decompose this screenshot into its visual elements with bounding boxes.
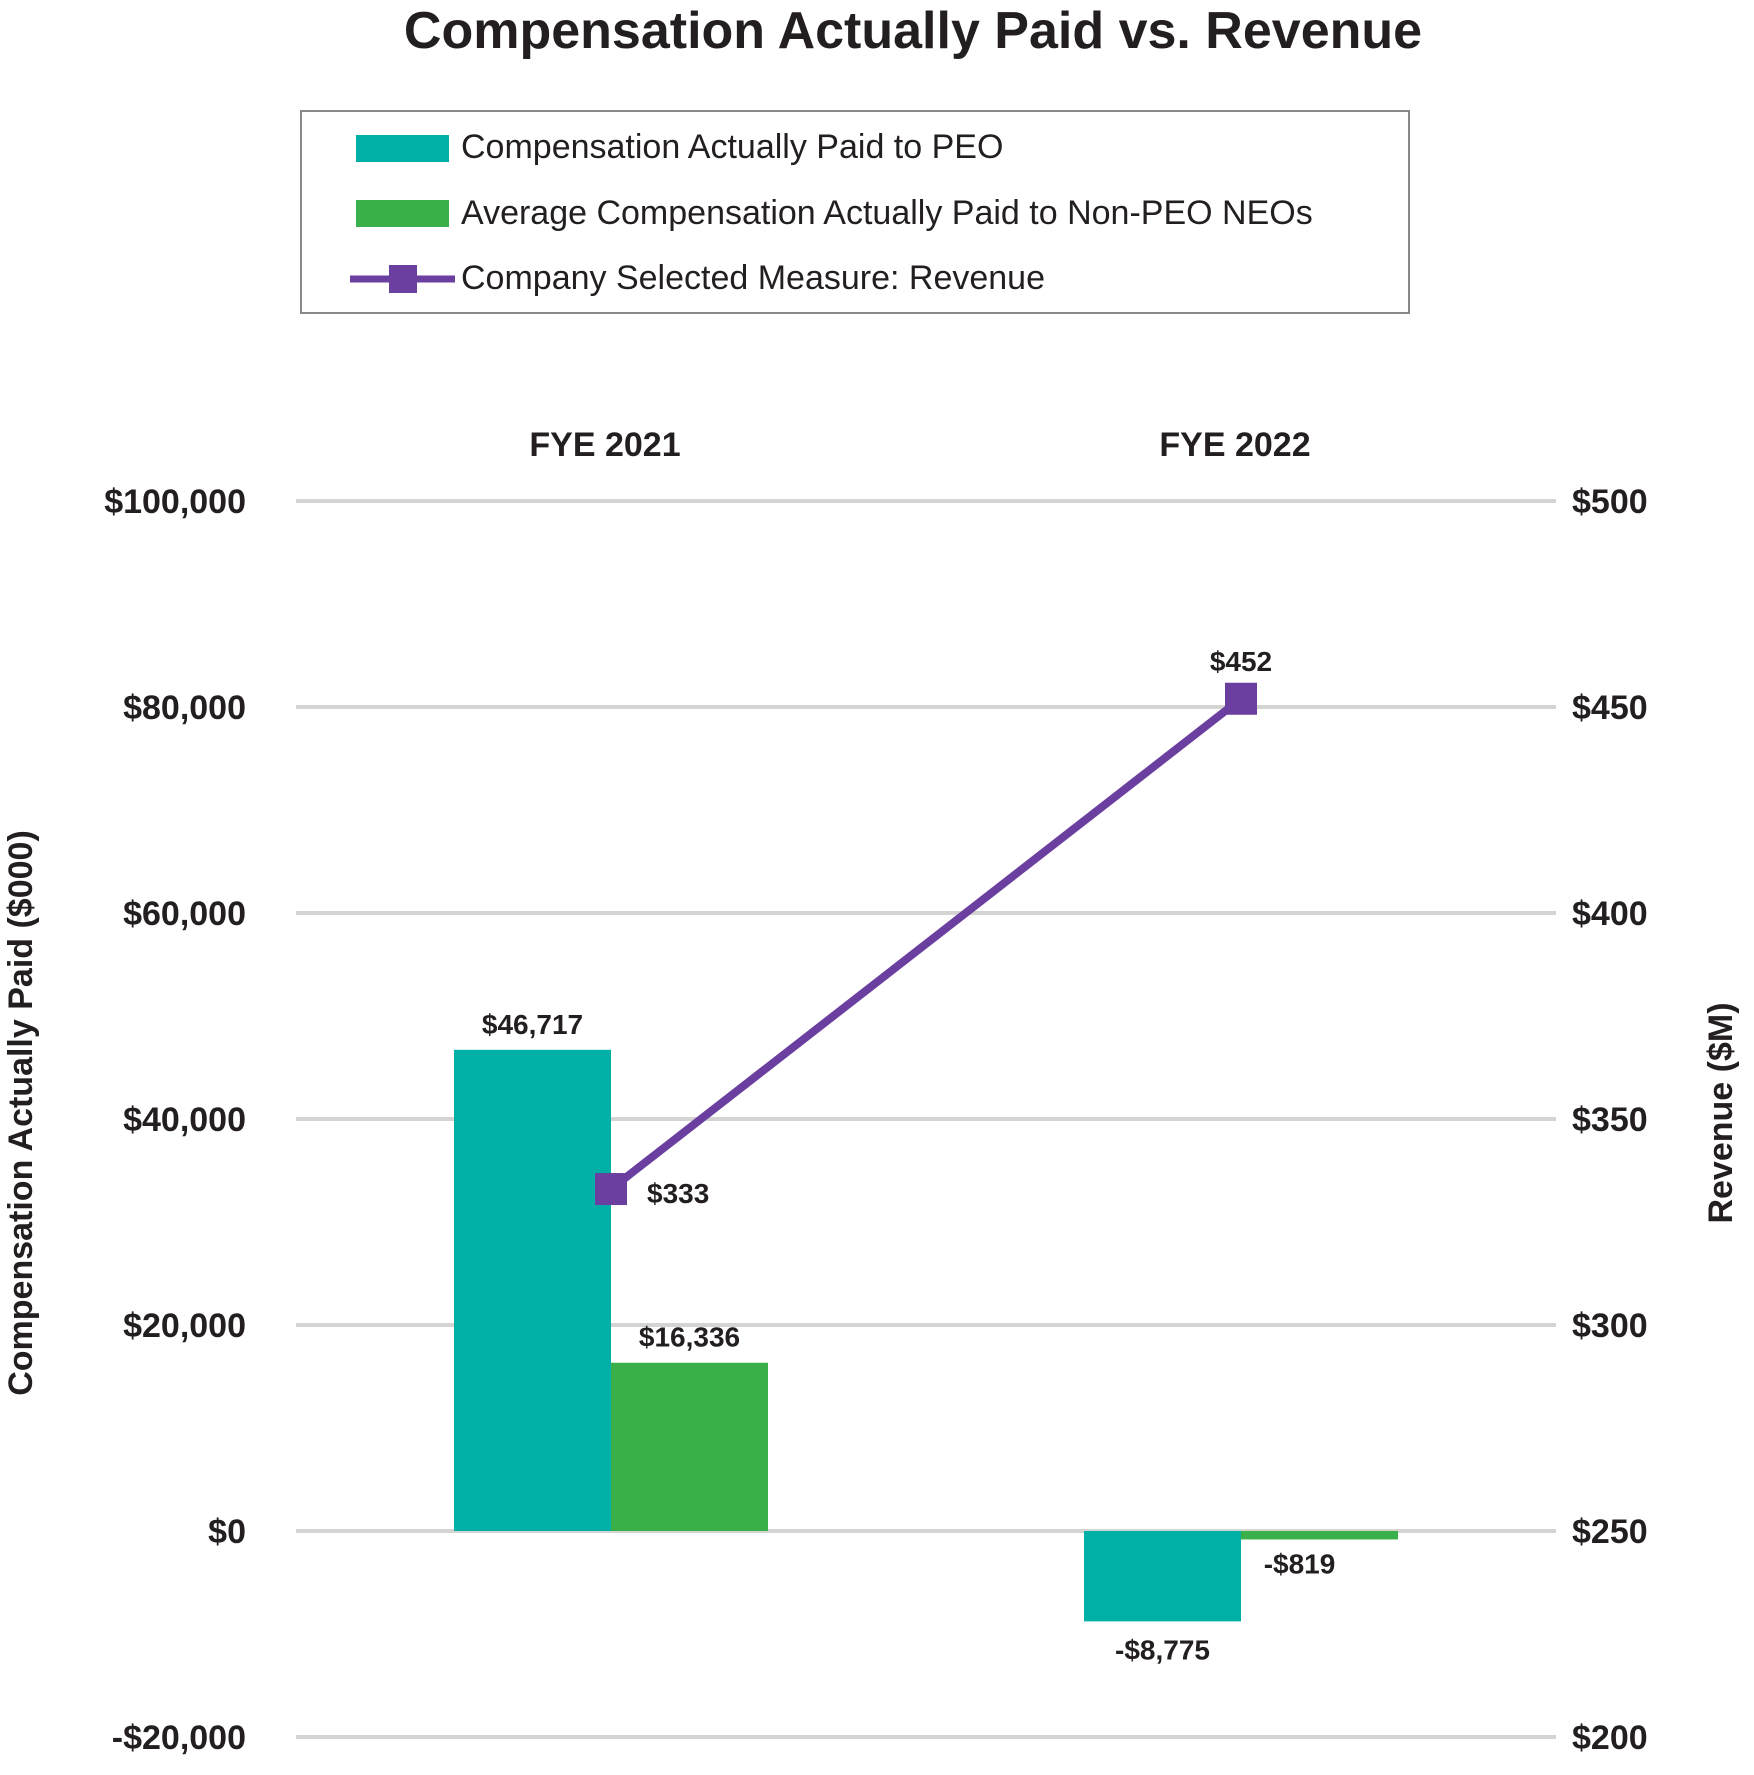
bar-data-label: $46,717 [482,1009,583,1040]
y-tick-label: $0 [208,1513,246,1551]
legend: Compensation Actually Paid to PEO Averag… [300,110,1410,314]
y-axis-title: Compensation Actually Paid ($000) [2,830,40,1396]
y-tick-label: $80,000 [123,689,246,727]
revenue-marker [595,1173,627,1206]
y-tick-label: -$20,000 [112,1719,246,1757]
legend-label-peo: Compensation Actually Paid to PEO [461,128,1003,166]
x-category-label: FYE 2021 [529,426,680,464]
legend-swatch-neo [356,200,449,227]
y2-tick-label: $450 [1572,689,1648,727]
revenue-data-label: $333 [647,1178,709,1209]
revenue-marker [1225,682,1257,715]
y2-tick-label: $400 [1572,895,1648,933]
y-tick-label: $60,000 [123,895,246,933]
y-tick-label: $100,000 [104,483,246,521]
chart-title: Compensation Actually Paid vs. Revenue [404,2,1422,60]
bar-peo [1084,1531,1241,1622]
legend-label-revenue: Company Selected Measure: Revenue [461,259,1045,297]
bar-data-label: -$819 [1264,1548,1336,1579]
y2-tick-label: $250 [1572,1513,1648,1551]
y2-tick-label: $350 [1572,1101,1648,1139]
revenue-line [608,695,1244,1193]
bar-data-label: $16,336 [639,1322,740,1353]
y2-axis-title: Revenue ($M) [1702,1002,1740,1223]
bar-neo [611,1362,768,1531]
bar-neo [1241,1531,1398,1540]
bar-peo [454,1049,611,1531]
revenue-data-label: $452 [1210,646,1272,677]
legend-box [300,110,1410,314]
legend-swatch-peo [356,135,449,162]
legend-label-neo: Average Compensation Actually Paid to No… [461,194,1313,232]
y2-tick-label: $200 [1572,1719,1648,1757]
x-category-label: FYE 2022 [1159,426,1310,464]
y-tick-label: $40,000 [123,1101,246,1139]
y2-tick-label: $500 [1572,483,1648,521]
y-tick-label: $20,000 [123,1307,246,1345]
y2-tick-label: $300 [1572,1307,1648,1345]
legend-marker-revenue [389,265,417,293]
bar-data-label: -$8,775 [1115,1634,1210,1665]
